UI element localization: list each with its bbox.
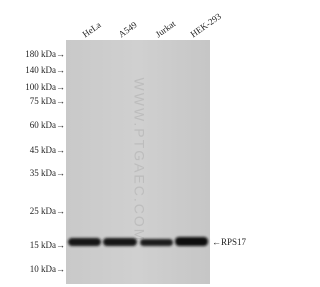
western-blot: WWW.PTGAEC.COM HeLa A549 Jurkat HEK-293 180… (0, 0, 279, 287)
lane-label: HeLa (81, 20, 103, 40)
lane-label: Jurkat (154, 18, 178, 39)
band-label: ←RPS17 (212, 237, 247, 247)
watermark: WWW.PTGAEC.COM (131, 78, 147, 243)
band (103, 238, 137, 246)
marker-label: 45 kDa→ (30, 145, 65, 155)
marker-label: 10 kDa→ (30, 264, 65, 274)
marker-label: 35 kDa→ (30, 168, 65, 178)
lane-label: HEK-293 (189, 11, 224, 40)
band (68, 238, 101, 246)
lane-label: A549 (117, 19, 140, 39)
band (175, 237, 208, 246)
marker-label: 100 kDa→ (25, 82, 65, 92)
marker-label: 60 kDa→ (30, 120, 65, 130)
band (140, 239, 173, 246)
marker-label: 140 kDa→ (25, 65, 65, 75)
marker-label: 25 kDa→ (30, 206, 65, 216)
marker-label: 15 kDa→ (30, 240, 65, 250)
marker-label: 180 kDa→ (25, 49, 65, 59)
marker-label: 75 kDa→ (30, 96, 65, 106)
